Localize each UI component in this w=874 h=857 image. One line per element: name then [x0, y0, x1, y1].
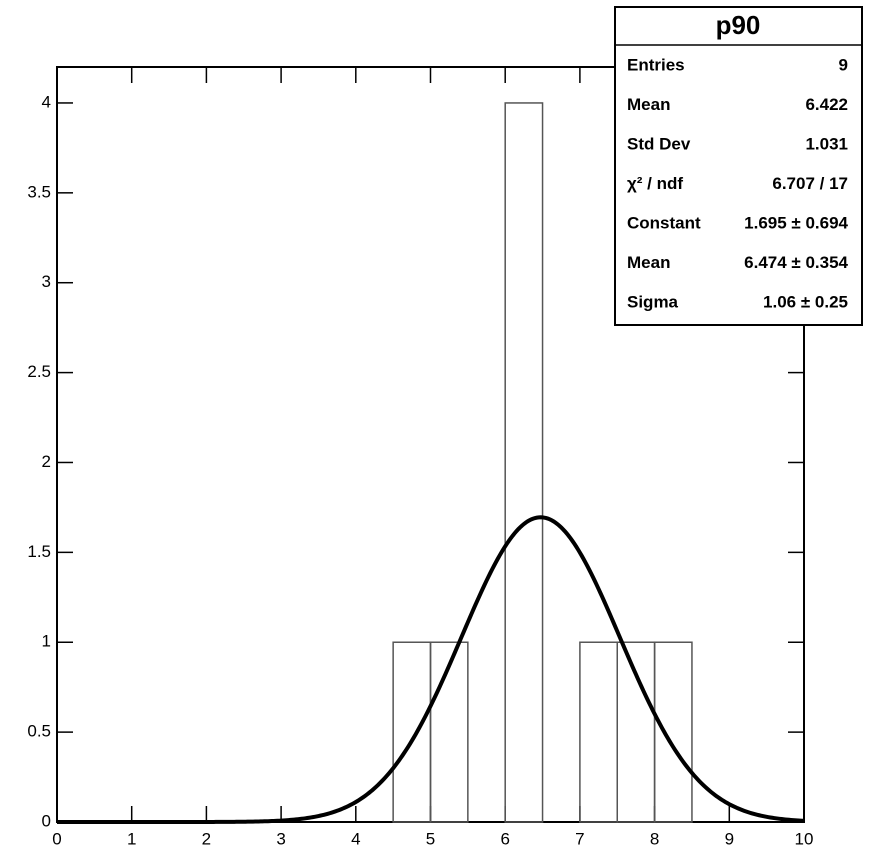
stats-title: p90 — [716, 10, 761, 40]
stats-frame — [614, 6, 863, 326]
bin — [429, 641, 469, 823]
stats-value: 6.474 ± 0.354 — [744, 253, 848, 272]
stats-value: 6.707 / 17 — [772, 174, 848, 193]
stats-value: 1.06 ± 0.25 — [763, 292, 848, 311]
stats-label: χ² / ndf — [627, 174, 683, 193]
y-tick-label: 2 — [42, 452, 51, 471]
stats-label: Mean — [627, 253, 670, 272]
x-tick-label: 6 — [500, 829, 509, 848]
stats-value: 9 — [839, 55, 848, 74]
fit-curve — [57, 515, 805, 824]
stats-label: Constant — [627, 213, 701, 232]
y-tick-label: 1 — [42, 632, 51, 651]
stats-value: 1.695 ± 0.694 — [744, 213, 848, 232]
stats-label: Std Dev — [627, 134, 691, 153]
x-tick-label: 3 — [276, 829, 285, 848]
stats-label: Sigma — [627, 292, 679, 311]
x-tick-label: 8 — [650, 829, 659, 848]
y-tick-label: 2.5 — [27, 362, 51, 381]
x-tick-label: 4 — [351, 829, 360, 848]
x-tick-label: 1 — [127, 829, 136, 848]
y-tick-label: 0 — [42, 811, 51, 830]
stats-label: Mean — [627, 95, 670, 114]
y-tick-label: 0.5 — [27, 722, 51, 741]
x-tick-label: 2 — [202, 829, 211, 848]
x-tick-label: 5 — [426, 829, 435, 848]
stats-value: 6.422 — [805, 95, 848, 114]
x-tick-label: 0 — [52, 829, 61, 848]
y-tick-label: 3.5 — [27, 182, 51, 201]
x-tick-label: 10 — [795, 829, 814, 848]
y-tick-label: 4 — [42, 92, 51, 111]
y-tick-label: 3 — [42, 272, 51, 291]
bin — [504, 102, 544, 823]
stats-box: p90 Entries 9 Mean 6.422 Std Dev 1.031 χ² / nd… — [614, 6, 863, 326]
bin — [579, 641, 619, 823]
x-tick-label: 9 — [725, 829, 734, 848]
bin — [616, 641, 656, 823]
y-tick-label: 1.5 — [27, 542, 51, 561]
stats-value: 1.031 — [805, 134, 848, 153]
x-tick-label: 7 — [575, 829, 584, 848]
bin — [392, 641, 432, 823]
stats-label: Entries — [627, 55, 685, 74]
bin — [653, 641, 693, 823]
